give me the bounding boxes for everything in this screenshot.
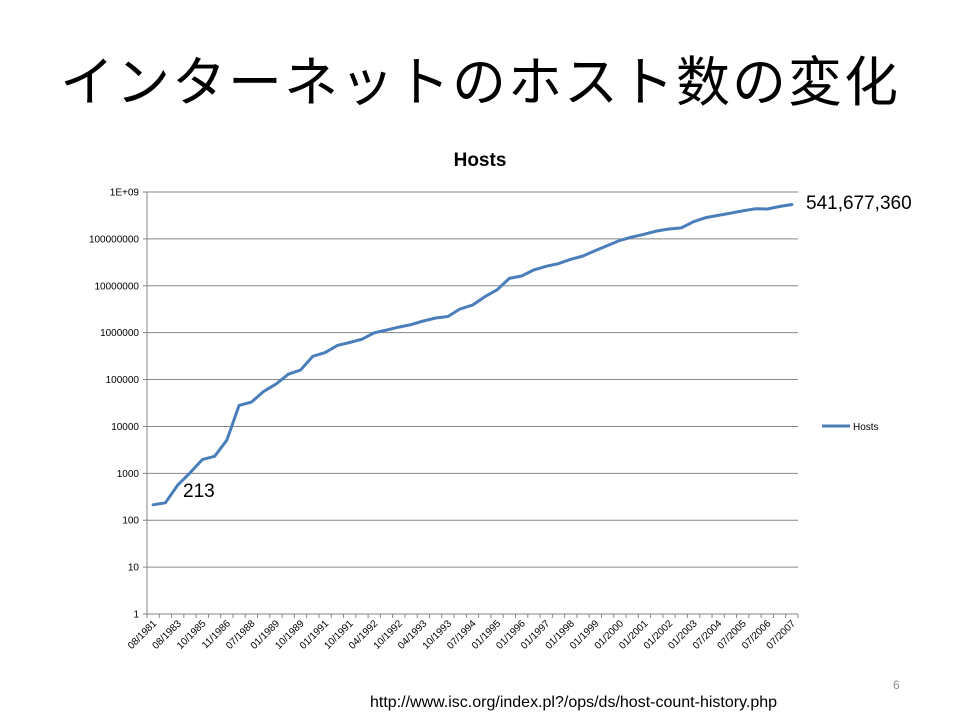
data-point bbox=[238, 404, 241, 407]
y-tick-label: 10000000 bbox=[95, 281, 140, 292]
data-point bbox=[766, 208, 769, 211]
data-point bbox=[152, 503, 155, 506]
data-point bbox=[176, 484, 179, 487]
data-point bbox=[631, 236, 634, 239]
data-point bbox=[680, 226, 683, 229]
data-point bbox=[373, 331, 376, 334]
data-point bbox=[275, 383, 278, 386]
series-hosts bbox=[151, 203, 794, 507]
data-point bbox=[618, 239, 621, 242]
slide-title: インターネットのホスト数の変化 bbox=[60, 51, 900, 114]
data-point bbox=[557, 262, 560, 265]
data-point bbox=[471, 304, 474, 307]
data-point bbox=[189, 471, 192, 474]
data-point bbox=[287, 373, 290, 376]
data-point bbox=[606, 244, 609, 247]
source-url[interactable]: http://www.isc.org/index.pl?/ops/ds/host… bbox=[370, 694, 778, 711]
data-point bbox=[692, 220, 695, 223]
data-point bbox=[311, 355, 314, 358]
data-point bbox=[582, 255, 585, 258]
data-point bbox=[446, 315, 449, 318]
y-tick-label: 1000000 bbox=[100, 328, 139, 339]
data-point bbox=[483, 295, 486, 298]
end-value-callout: 541,677,360 bbox=[806, 193, 912, 214]
data-point bbox=[201, 458, 204, 461]
data-point bbox=[262, 390, 265, 393]
data-point bbox=[704, 216, 707, 219]
data-point bbox=[299, 369, 302, 372]
chart-title: Hosts bbox=[454, 150, 507, 171]
data-point bbox=[361, 338, 364, 341]
data-point bbox=[643, 233, 646, 236]
data-point bbox=[164, 501, 167, 504]
y-tick-label: 100000000 bbox=[89, 234, 139, 245]
y-tick-label: 100 bbox=[122, 516, 139, 527]
data-point bbox=[397, 326, 400, 329]
data-point bbox=[717, 214, 720, 217]
data-point bbox=[778, 205, 781, 208]
data-point bbox=[655, 230, 658, 233]
data-point bbox=[348, 341, 351, 344]
data-point bbox=[336, 344, 339, 347]
data-point bbox=[459, 307, 462, 310]
legend: Hosts bbox=[822, 422, 879, 433]
data-point bbox=[545, 265, 548, 268]
data-point bbox=[496, 288, 499, 291]
y-tick-label: 100000 bbox=[106, 375, 140, 386]
data-point bbox=[250, 401, 253, 404]
y-tick-label: 1000 bbox=[117, 469, 140, 480]
data-point bbox=[532, 268, 535, 271]
data-point bbox=[790, 203, 793, 206]
y-tick-label: 1E+09 bbox=[110, 188, 140, 199]
data-point bbox=[668, 228, 671, 231]
data-point bbox=[508, 277, 511, 280]
gridlines bbox=[147, 191, 798, 615]
data-point bbox=[324, 351, 327, 354]
data-point bbox=[741, 209, 744, 212]
data-point bbox=[410, 323, 413, 326]
data-point bbox=[729, 212, 732, 215]
legend-label: Hosts bbox=[853, 422, 879, 433]
data-point bbox=[422, 320, 425, 323]
data-point bbox=[569, 258, 572, 261]
data-point bbox=[594, 249, 597, 252]
data-point bbox=[385, 329, 388, 332]
data-point bbox=[754, 207, 757, 210]
y-tick-label: 10 bbox=[128, 563, 140, 574]
x-axis: 08/198108/198310/198511/198607/198801/19… bbox=[126, 614, 799, 652]
data-point bbox=[213, 455, 216, 458]
start-value-callout: 213 bbox=[183, 481, 215, 502]
y-tick-label: 1 bbox=[133, 610, 139, 621]
y-tick-label: 10000 bbox=[111, 422, 139, 433]
y-axis: 1E+09 100000000 10000000 1000000 100000 10000… bbox=[89, 188, 148, 621]
data-point bbox=[434, 317, 437, 320]
page-number: 6 bbox=[893, 678, 900, 692]
data-point bbox=[520, 275, 523, 278]
series-line-hosts bbox=[151, 203, 794, 507]
data-point bbox=[225, 439, 228, 442]
